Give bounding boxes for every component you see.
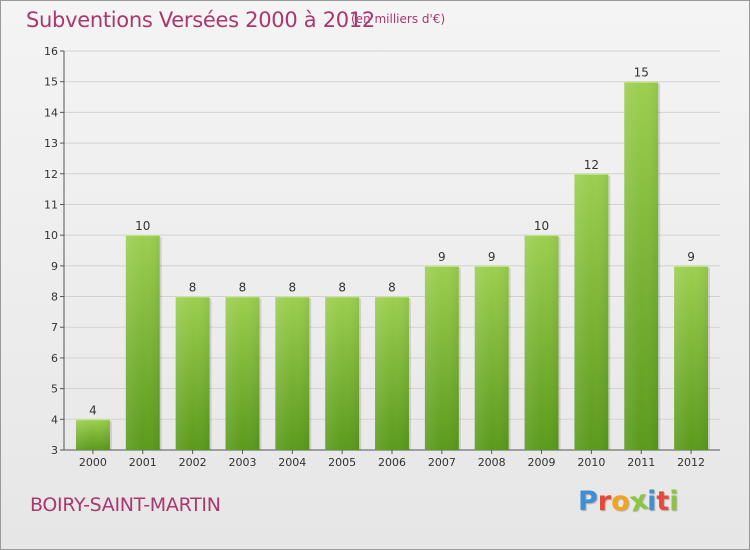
x-tick-label: 2000 [79,456,107,469]
bar-value-label: 8 [288,281,296,295]
bar-highlight [125,235,160,450]
y-tick-label: 3 [51,444,58,457]
y-tick-label: 14 [44,106,58,119]
bar-value-label: 4 [89,403,97,417]
y-tick-label: 7 [51,321,58,334]
bar-highlight [175,296,210,450]
bar-highlight [424,265,459,450]
chart-subtitle: (en milliers d'€) [351,12,446,26]
x-tick-label: 2008 [478,456,506,469]
bar-value-label: 8 [189,281,197,295]
logo-letter: P [578,486,598,517]
bar-value-label: 9 [687,250,695,264]
logo-letter: i [669,486,679,517]
x-tick-label: 2006 [378,456,406,469]
x-tick-label: 2003 [228,456,256,469]
bar-highlight [574,173,609,450]
proxiti-logo[interactable]: Proxiti [578,485,679,519]
bar-highlight [624,81,659,450]
bar-value-label: 8 [338,281,346,295]
bar-highlight [375,296,409,450]
y-tick-label: 12 [44,168,58,181]
x-tick-label: 2002 [179,456,207,469]
bar-highlight [674,265,709,450]
y-tick-label: 13 [44,137,58,150]
x-tick-label: 2012 [677,456,705,469]
y-axis: 3 4 5 6 7 8 9 10 11 12 13 14 15 16 [44,45,720,457]
logo-letter: o [611,486,630,517]
y-tick-label: 16 [44,45,58,58]
bar-highlight [524,235,559,450]
bar-value-label: 15 [634,66,649,80]
logo-letter: r [597,486,612,517]
x-tick-label: 2001 [129,456,157,469]
logo-letter: t [656,486,670,517]
y-tick-label: 15 [44,76,58,89]
x-axis: 2000 2001 2002 2003 2004 2005 2006 2007 2008 2009… [79,450,705,469]
bar-value-label: 10 [135,219,150,233]
bar-value-label: 8 [239,281,247,295]
y-tick-label: 11 [44,198,58,211]
bars: 4 10 8 8 8 8 8 9 9 10 12 15 9 [75,66,711,450]
bar-value-label: 12 [584,158,599,172]
bar-highlight [75,419,110,450]
bar-highlight [325,296,360,450]
bar-highlight [275,296,310,450]
y-tick-label: 8 [51,291,58,304]
x-tick-label: 2005 [328,456,356,469]
y-tick-label: 4 [51,413,58,426]
bar-value-label: 8 [388,281,396,295]
bar-value-label: 10 [534,219,549,233]
commune-name: BOIRY-SAINT-MARTIN [30,494,221,516]
x-tick-label: 2009 [528,456,556,469]
x-tick-label: 2007 [428,456,456,469]
y-tick-label: 9 [51,260,58,273]
bar-value-label: 9 [488,250,496,264]
bar-highlight [225,296,260,450]
y-tick-label: 10 [44,229,58,242]
bar-value-label: 9 [438,250,446,264]
chart-title: Subventions Versées 2000 à 2012 [26,8,375,32]
y-tick-label: 5 [51,383,58,396]
y-tick-label: 6 [51,352,58,365]
x-tick-label: 2010 [577,456,605,469]
bar-highlight [474,265,509,450]
x-tick-label: 2011 [627,456,655,469]
logo-letter: i [647,486,657,517]
x-tick-label: 2004 [278,456,306,469]
